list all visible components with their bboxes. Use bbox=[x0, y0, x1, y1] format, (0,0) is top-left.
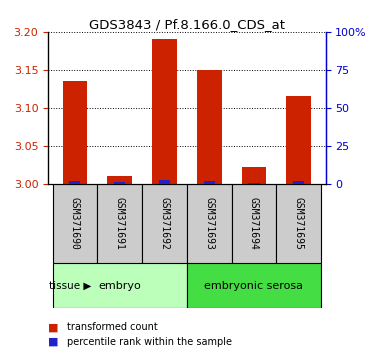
Bar bbox=[232, 184, 276, 263]
Text: GSM371695: GSM371695 bbox=[294, 197, 304, 250]
Bar bbox=[142, 184, 187, 263]
Bar bbox=[204, 181, 215, 184]
Bar bbox=[63, 81, 87, 184]
Bar bbox=[293, 181, 304, 184]
Bar bbox=[197, 70, 222, 184]
Bar bbox=[107, 176, 132, 184]
Text: GSM371691: GSM371691 bbox=[115, 197, 125, 250]
Bar bbox=[187, 263, 321, 308]
Text: percentile rank within the sample: percentile rank within the sample bbox=[67, 337, 232, 347]
Text: GSM371693: GSM371693 bbox=[204, 197, 214, 250]
Text: GSM371692: GSM371692 bbox=[159, 197, 169, 250]
Title: GDS3843 / Pf.8.166.0_CDS_at: GDS3843 / Pf.8.166.0_CDS_at bbox=[89, 18, 285, 31]
Bar bbox=[242, 167, 266, 184]
Text: embryo: embryo bbox=[98, 281, 141, 291]
Bar bbox=[114, 182, 125, 184]
Text: ■: ■ bbox=[48, 322, 58, 332]
Bar bbox=[286, 96, 311, 184]
Text: ■: ■ bbox=[48, 337, 58, 347]
Text: embryonic serosa: embryonic serosa bbox=[205, 281, 303, 291]
Bar bbox=[152, 39, 177, 184]
Text: tissue ▶: tissue ▶ bbox=[49, 281, 91, 291]
Bar bbox=[53, 184, 97, 263]
Bar bbox=[159, 180, 170, 184]
Text: transformed count: transformed count bbox=[67, 322, 157, 332]
Bar bbox=[97, 184, 142, 263]
Bar bbox=[187, 184, 232, 263]
Bar bbox=[276, 184, 321, 263]
Text: GSM371694: GSM371694 bbox=[249, 197, 259, 250]
Text: GSM371690: GSM371690 bbox=[70, 197, 80, 250]
Bar bbox=[70, 182, 81, 184]
Bar bbox=[53, 263, 187, 308]
Bar bbox=[248, 183, 259, 184]
